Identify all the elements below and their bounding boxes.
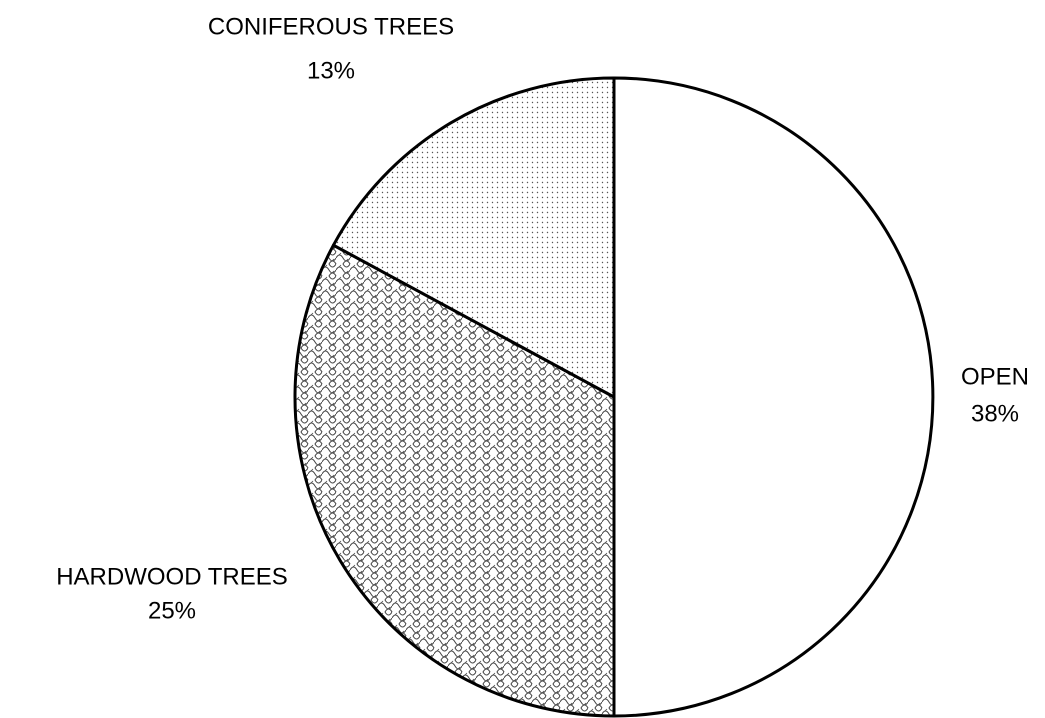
slice-value-label: 38% [971, 400, 1019, 427]
pie-slice [331, 76, 616, 399]
pie-slice [612, 76, 935, 718]
slice-label: OPEN [961, 363, 1029, 390]
slice-label: HARDWOOD TREES [56, 563, 288, 590]
slice-label: CONIFEROUS TREES [208, 13, 454, 40]
slice-value-label: 25% [148, 597, 196, 624]
pie-slice [293, 243, 616, 718]
slice-value-label: 13% [307, 57, 355, 84]
